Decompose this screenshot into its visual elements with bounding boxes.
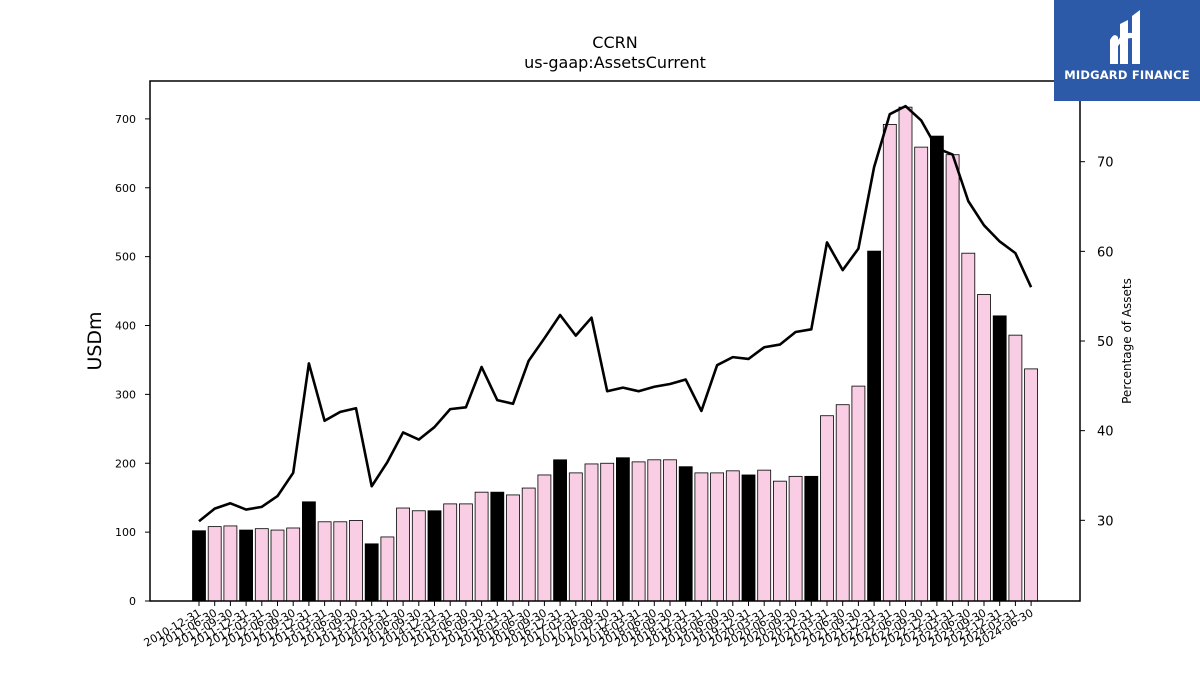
bar bbox=[804, 475, 819, 602]
bar bbox=[396, 507, 411, 602]
bar bbox=[521, 487, 536, 602]
y-tick-label: 200 bbox=[115, 457, 136, 470]
bar bbox=[663, 459, 677, 602]
plot-frame bbox=[149, 80, 1081, 602]
bar bbox=[427, 510, 442, 602]
y2-tick-label: 40 bbox=[1097, 425, 1114, 440]
bar bbox=[851, 385, 866, 602]
y2-axis: 30 40 50 60 70 bbox=[1080, 156, 1114, 529]
y-tick-label: 700 bbox=[115, 113, 136, 126]
y2-tick-label: 70 bbox=[1097, 156, 1114, 171]
logo-text: MIDGARD FINANCE bbox=[1064, 68, 1190, 82]
bar bbox=[537, 474, 552, 602]
bar bbox=[788, 475, 803, 602]
y2-tick-label: 30 bbox=[1097, 514, 1114, 529]
bar bbox=[317, 521, 332, 602]
bar bbox=[631, 461, 646, 602]
logo-mark-icon bbox=[1110, 10, 1140, 64]
y-axis-label: USDm bbox=[84, 311, 106, 370]
bar bbox=[301, 501, 316, 602]
bar bbox=[757, 469, 772, 602]
bar bbox=[867, 250, 881, 602]
bar bbox=[270, 529, 285, 602]
bar bbox=[1024, 368, 1038, 602]
bar bbox=[1008, 334, 1023, 602]
bar bbox=[223, 525, 238, 602]
chart-title: CCRN bbox=[592, 33, 637, 52]
bar bbox=[977, 294, 991, 602]
bar bbox=[741, 474, 756, 602]
bar bbox=[474, 491, 489, 602]
bar bbox=[835, 404, 850, 602]
bar bbox=[678, 466, 693, 602]
y-axis: 0 100 200 300 400 500 600 700 bbox=[115, 113, 150, 608]
y-tick-label: 0 bbox=[129, 595, 136, 608]
bar bbox=[930, 135, 944, 602]
line-group bbox=[198, 104, 1033, 523]
bar bbox=[961, 252, 976, 602]
bar bbox=[568, 472, 583, 602]
x-axis: 2010-12-312011-06-302011-09-302011-12-31… bbox=[142, 601, 1036, 650]
bar bbox=[207, 526, 222, 602]
bar bbox=[333, 521, 348, 602]
y-tick-label: 300 bbox=[115, 388, 136, 401]
y-tick-label: 600 bbox=[115, 182, 136, 195]
bar bbox=[992, 315, 1007, 602]
bar bbox=[725, 470, 740, 602]
y2-tick-label: 60 bbox=[1097, 245, 1114, 260]
bar bbox=[820, 415, 834, 602]
bar bbox=[600, 462, 615, 602]
bar bbox=[192, 530, 206, 602]
bar bbox=[239, 529, 254, 602]
bar bbox=[349, 520, 363, 602]
bar bbox=[443, 503, 458, 602]
y-tick-label: 500 bbox=[115, 251, 136, 264]
bar bbox=[898, 106, 913, 602]
bar bbox=[616, 457, 630, 602]
bar bbox=[882, 123, 897, 602]
bar bbox=[945, 154, 960, 602]
bar bbox=[458, 503, 473, 602]
bar bbox=[710, 472, 724, 602]
bar bbox=[553, 459, 567, 602]
bar bbox=[411, 510, 426, 602]
y2-tick-label: 50 bbox=[1097, 335, 1114, 350]
y-tick-label: 400 bbox=[115, 320, 136, 333]
y2-axis-label: Percentage of Assets bbox=[1120, 278, 1134, 404]
bar bbox=[647, 459, 662, 602]
bar bbox=[773, 480, 787, 602]
y-tick-label: 100 bbox=[115, 526, 136, 539]
bar bbox=[254, 528, 269, 602]
bar bbox=[584, 463, 599, 602]
bar bbox=[506, 494, 520, 602]
percentage-line bbox=[198, 104, 1033, 523]
bars-group bbox=[192, 106, 1038, 602]
chart-subtitle: us-gaap:AssetsCurrent bbox=[524, 53, 706, 72]
bar bbox=[694, 472, 709, 602]
bar bbox=[914, 146, 929, 602]
midgard-finance-logo: MIDGARD FINANCE bbox=[1054, 0, 1200, 101]
bar bbox=[286, 527, 301, 602]
bar bbox=[364, 543, 379, 602]
bar bbox=[490, 491, 505, 602]
bar bbox=[380, 536, 395, 602]
